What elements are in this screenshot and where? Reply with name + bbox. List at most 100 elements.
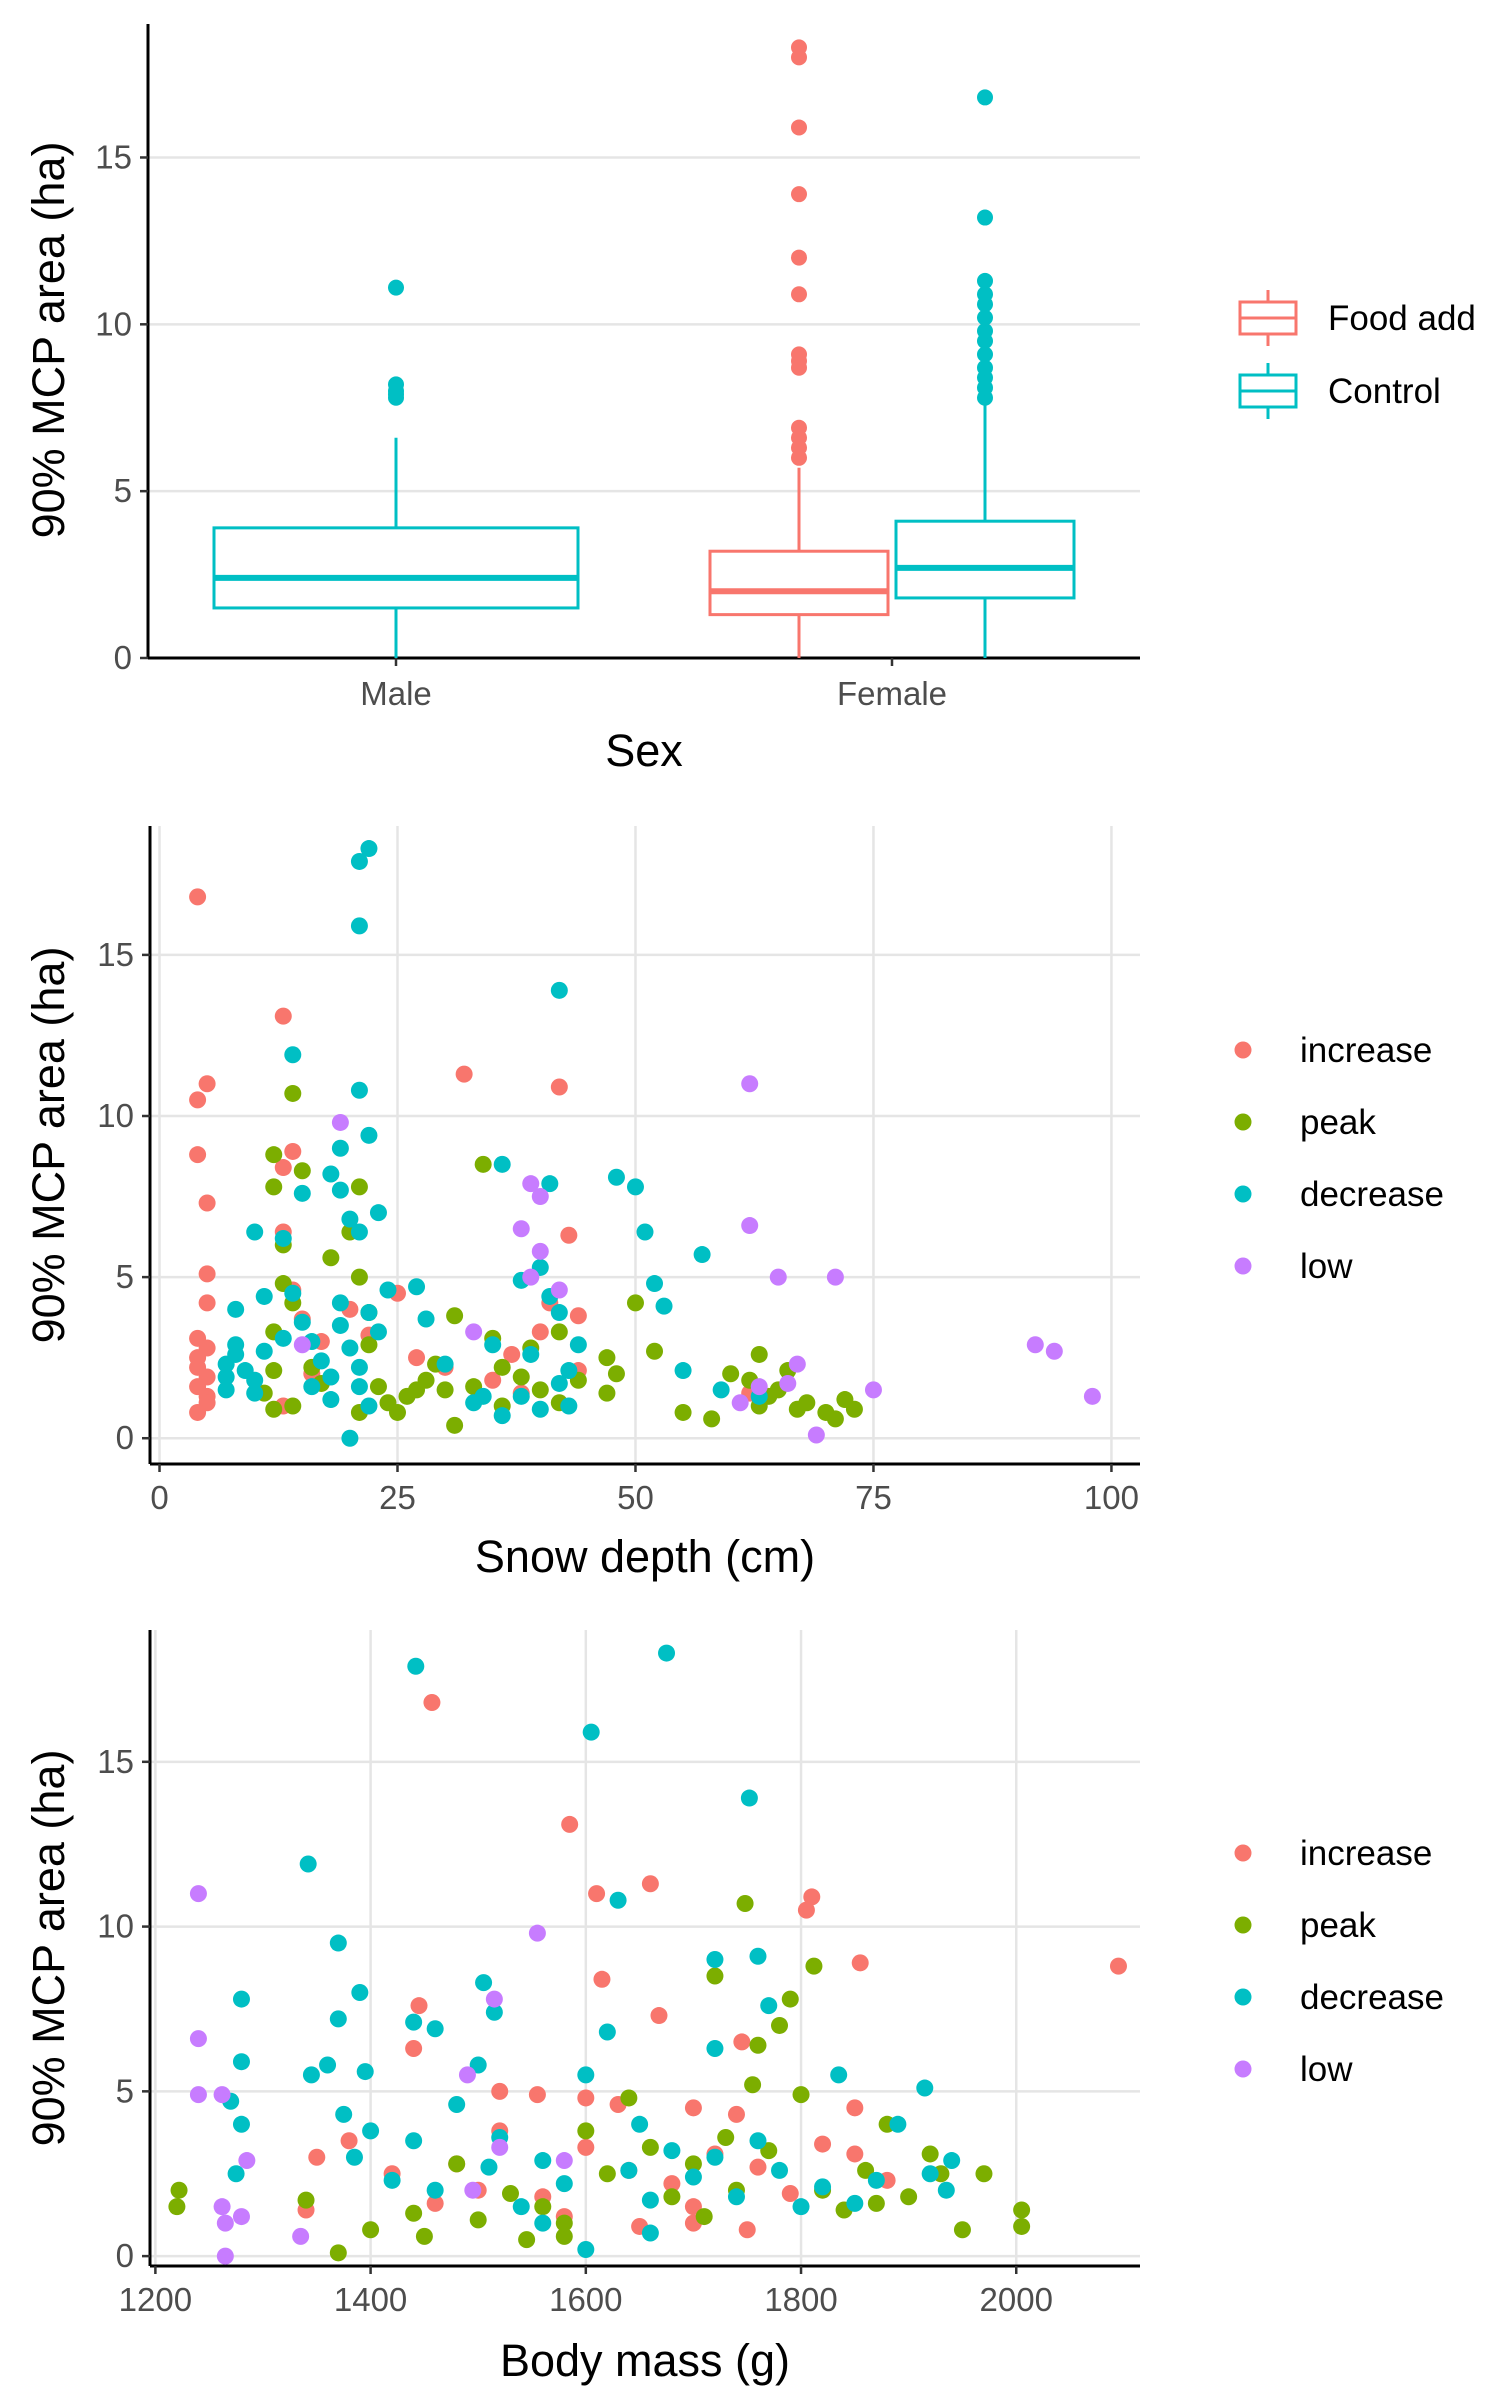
- data-point: [360, 1126, 378, 1144]
- data-point: [744, 2076, 762, 2094]
- data-point: [458, 2066, 476, 2084]
- data-point: [528, 2086, 546, 2104]
- data-point: [189, 1146, 207, 1164]
- x-tick-label: 1400: [334, 2281, 407, 2318]
- data-point: [937, 2181, 955, 2199]
- data-point: [560, 1362, 578, 1380]
- data-point: [703, 1410, 721, 1428]
- data-point: [674, 1403, 692, 1421]
- data-point: [408, 1278, 426, 1296]
- series-decrease: [222, 1644, 961, 2259]
- series-decrease: [217, 840, 768, 1447]
- data-point: [771, 2016, 789, 2034]
- data-point: [189, 1091, 207, 1109]
- data-point: [198, 1294, 216, 1312]
- data-point: [760, 1997, 778, 2015]
- data-point: [531, 1323, 549, 1341]
- data-point: [706, 2040, 724, 2058]
- data-point: [255, 1287, 273, 1305]
- data-point: [846, 2194, 864, 2212]
- data-point: [265, 1400, 283, 1418]
- snow-depth-scatter-panel: Snow depth (cm) 90% MCP area (ha) 0 5 10 15…: [23, 826, 1444, 1582]
- box-male-control: [212, 279, 580, 658]
- data-point: [663, 2175, 681, 2193]
- gridlines: [150, 826, 1140, 1464]
- data-point: [512, 1387, 530, 1405]
- data-point: [322, 1391, 340, 1409]
- data-point: [292, 2227, 310, 2245]
- data-point: [213, 2086, 231, 2104]
- x-tick-label: Male: [360, 675, 432, 712]
- data-point: [663, 2188, 681, 2206]
- data-point: [350, 1358, 368, 1376]
- legend-label: decrease: [1300, 1978, 1444, 2017]
- data-point: [232, 2208, 250, 2226]
- data-point: [238, 2152, 256, 2170]
- data-point: [626, 1294, 644, 1312]
- x-axis-title: Snow depth (cm): [475, 1531, 815, 1582]
- data-point: [426, 2020, 444, 2038]
- data-point: [1013, 2201, 1031, 2219]
- data-point: [274, 1007, 292, 1025]
- gridlines: [150, 1630, 1140, 2266]
- legend-label: low: [1300, 2050, 1353, 2089]
- data-point: [889, 2115, 907, 2133]
- data-point: [405, 2040, 423, 2058]
- data-point: [170, 2181, 188, 2199]
- data-point: [474, 1155, 492, 1173]
- data-point: [706, 1967, 724, 1985]
- data-point: [857, 2161, 875, 2179]
- data-point: [448, 2155, 466, 2173]
- legend-item: increase: [1234, 1031, 1432, 1070]
- data-point: [803, 1888, 821, 1906]
- data-point: [475, 1974, 493, 1992]
- y-tick-label: 5: [116, 1258, 134, 1295]
- data-point: [781, 2185, 799, 2203]
- data-point: [733, 2033, 751, 2051]
- data-point: [561, 1815, 579, 1833]
- data-point: [503, 1345, 521, 1363]
- data-point: [731, 1394, 749, 1412]
- x-tick-label: 1200: [119, 2281, 192, 2318]
- data-point: [189, 2086, 207, 2104]
- data-point: [274, 1159, 292, 1177]
- x-tick-label: 1800: [764, 2281, 837, 2318]
- legend-key-dot: [1234, 1988, 1252, 2006]
- data-point: [350, 1178, 368, 1196]
- data-point: [846, 2145, 864, 2163]
- legend-item: peak: [1234, 1906, 1376, 1945]
- plot-marks: [189, 840, 1101, 1447]
- data-point: [274, 1329, 292, 1347]
- outlier-point: [791, 286, 807, 303]
- x-axis-title: Body mass (g): [500, 2335, 790, 2386]
- data-point: [308, 2148, 326, 2166]
- data-point: [541, 1175, 559, 1193]
- legend-key-dot: [1234, 1916, 1252, 1934]
- data-point: [293, 1162, 311, 1180]
- data-point: [550, 981, 568, 999]
- outlier-point: [791, 186, 807, 203]
- data-point: [798, 1394, 816, 1412]
- data-point: [555, 2152, 573, 2170]
- legend-label: decrease: [1300, 1175, 1444, 1214]
- data-point: [636, 1223, 654, 1241]
- data-point: [805, 1957, 823, 1975]
- data-point: [331, 1316, 349, 1334]
- legend-key-dot: [1234, 1041, 1252, 1059]
- data-point: [598, 2023, 616, 2041]
- legend-item: low: [1234, 1247, 1353, 1286]
- data-point: [620, 2089, 638, 2107]
- data-point: [650, 2007, 668, 2025]
- data-point: [410, 1997, 428, 2015]
- data-point: [550, 1078, 568, 1096]
- legend-label: increase: [1300, 1031, 1432, 1070]
- data-point: [484, 1371, 502, 1389]
- data-point: [493, 1358, 511, 1376]
- legend-label: low: [1300, 1247, 1353, 1286]
- data-point: [550, 1281, 568, 1299]
- data-point: [469, 2056, 487, 2074]
- data-point: [350, 1378, 368, 1396]
- data-point: [826, 1268, 844, 1286]
- data-point: [641, 2224, 659, 2242]
